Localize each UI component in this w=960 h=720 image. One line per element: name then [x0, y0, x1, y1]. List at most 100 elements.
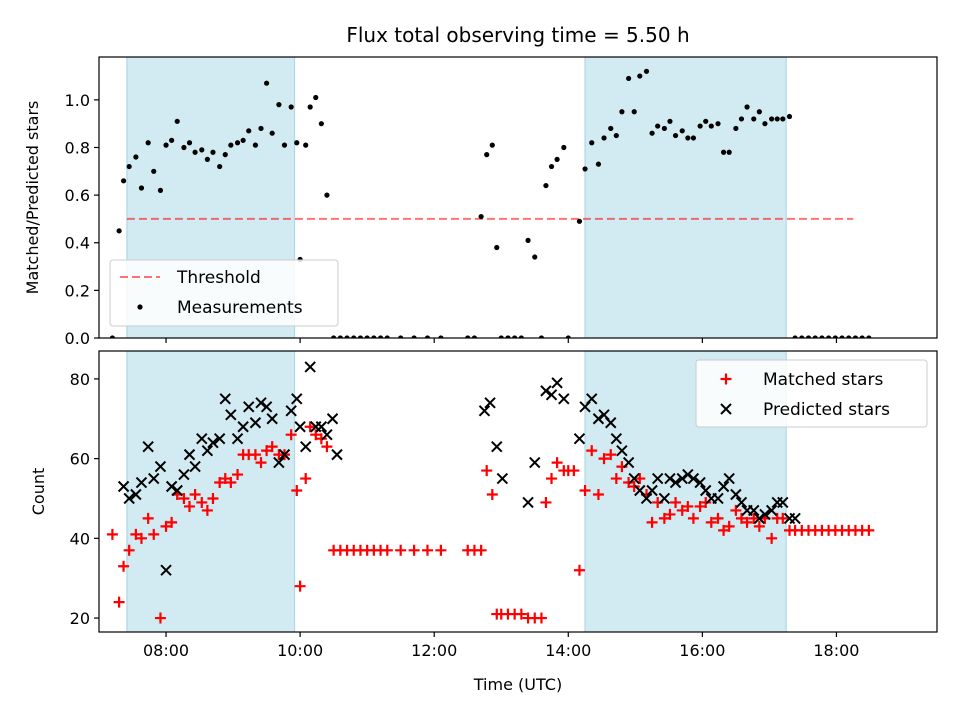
measurement-point — [554, 156, 560, 162]
matched-star-point — [777, 512, 789, 524]
measurement-point — [762, 121, 768, 127]
measurement-point — [307, 104, 313, 110]
matched-star-point — [300, 473, 312, 485]
measurement-point — [619, 109, 625, 115]
measurement-point — [204, 156, 210, 162]
predicted-star-point — [231, 432, 244, 445]
top-ytick-label: 0.2 — [65, 281, 90, 300]
measurement-point — [337, 335, 343, 338]
measurement-point — [626, 75, 632, 82]
measurement-point — [780, 116, 786, 122]
top-ylabel: Matched/Predicted stars — [23, 101, 42, 295]
measurement-point — [672, 132, 679, 139]
measurement-point — [377, 335, 384, 338]
measurement-point — [543, 182, 549, 189]
matched-star-point — [723, 520, 735, 532]
predicted-star-point — [266, 413, 278, 425]
predicted-star-point — [331, 448, 343, 461]
measurement-point — [494, 244, 500, 251]
bottom-xtick-label: 14:00 — [545, 641, 591, 660]
measurement-point — [264, 80, 270, 86]
matched-star-point — [748, 512, 760, 524]
matched-star-point — [285, 429, 297, 441]
measurement-point — [805, 335, 812, 338]
measurement-point — [601, 135, 607, 141]
bottom-xtick-label: 18:00 — [813, 641, 859, 660]
matched-star-point — [261, 445, 273, 457]
measurement-point — [866, 335, 872, 338]
predicted-star-point — [142, 440, 154, 453]
measurement-point — [576, 218, 583, 224]
predicted-star-point — [573, 432, 586, 445]
matched-star-point — [184, 500, 196, 512]
bottom-xtick-label: 10:00 — [277, 641, 323, 660]
predicted-star-point — [551, 377, 563, 389]
matched-star-point — [266, 441, 278, 453]
measurement-point — [294, 140, 300, 146]
predicted-star-point — [491, 440, 503, 453]
predicted-star-point — [291, 393, 303, 405]
measurement-point — [228, 142, 234, 148]
matched-star-point — [160, 520, 172, 532]
bottom-ytick-label: 40 — [70, 529, 90, 548]
predicted-star-point — [789, 512, 801, 525]
predicted-star-point — [658, 492, 671, 505]
measurement-point — [331, 335, 337, 338]
measurement-point — [222, 152, 228, 158]
predicted-star-point — [237, 421, 249, 433]
measurement-point — [126, 163, 132, 170]
legend-predicted-marker — [720, 403, 732, 415]
matched-star-point — [291, 485, 303, 497]
measurement-point — [210, 149, 216, 155]
legend-predicted-label: Predicted stars — [763, 400, 890, 420]
predicted-star-point — [586, 393, 598, 405]
matched-star-point — [225, 477, 237, 489]
measurement-point — [484, 152, 490, 158]
predicted-star-point — [130, 488, 142, 501]
top-ytick-label: 1.0 — [65, 91, 90, 110]
matched-star-point — [658, 512, 670, 524]
measurement-point — [512, 335, 518, 338]
top-plot-area — [109, 57, 872, 338]
predicted-star-point — [628, 472, 640, 485]
measurement-point — [852, 335, 859, 338]
measurement-point — [643, 68, 650, 74]
predicted-star-point — [148, 472, 160, 485]
matched-star-point — [395, 544, 407, 556]
predicted-star-point — [219, 393, 231, 405]
predicted-star-point — [243, 401, 255, 413]
top-ytick-label: 0.6 — [65, 186, 90, 205]
matched-star-point — [481, 465, 493, 477]
measurement-point — [364, 335, 370, 338]
top-ytick-label: 0.8 — [65, 138, 90, 157]
measurement-point — [281, 142, 288, 148]
measurement-point — [344, 335, 350, 338]
measurement-point — [384, 335, 390, 338]
measurement-point — [726, 149, 732, 155]
matched-star-point — [381, 544, 393, 556]
measurement-point — [240, 137, 246, 143]
predicted-star-point — [135, 476, 148, 489]
measurement-point — [489, 142, 495, 148]
measurement-point — [565, 335, 571, 338]
measurement-point — [181, 144, 187, 151]
matched-star-point — [623, 477, 635, 489]
legend-matched-marker — [720, 373, 732, 385]
predicted-star-point — [735, 496, 748, 509]
measurement-point — [595, 161, 602, 167]
predicted-star-point — [777, 496, 789, 509]
measurement-point — [859, 335, 865, 338]
measurement-point — [720, 149, 727, 155]
measurement-point — [318, 121, 324, 127]
matched-star-point — [196, 496, 208, 508]
matched-star-point — [568, 465, 580, 477]
matched-star-point — [741, 516, 753, 528]
matched-star-point — [315, 433, 327, 445]
matched-star-point — [610, 473, 622, 485]
matched-star-point — [573, 564, 585, 576]
predicted-star-point — [285, 405, 297, 417]
measurement-point — [756, 109, 762, 115]
bottom-shaded-interval — [126, 351, 295, 632]
matched-star-point — [863, 524, 875, 536]
